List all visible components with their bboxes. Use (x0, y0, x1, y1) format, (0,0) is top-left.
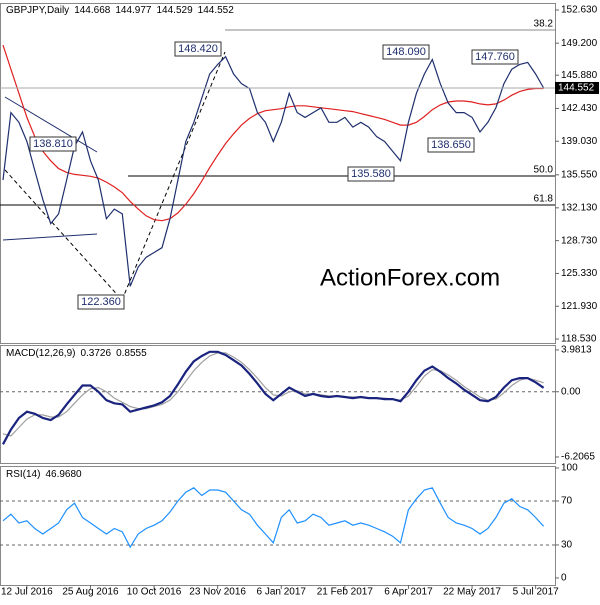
y-tick-label: 139.030 (561, 136, 598, 147)
annotation-label: 122.360 (81, 296, 121, 308)
price-panel (0, 3, 556, 344)
rsi-panel (0, 466, 556, 586)
y-tick-label: 30 (561, 540, 573, 551)
annotation-box (174, 41, 222, 57)
y-tick-label: 0.00 (561, 386, 581, 397)
last-price-label: 144.552 (558, 83, 595, 94)
macd-panel (0, 345, 556, 464)
annotation-box (471, 49, 519, 65)
annotation-label: 138.810 (33, 138, 73, 150)
x-tick-label: 10 Oct 2016 (127, 587, 182, 598)
y-tick-label: 0 (561, 573, 567, 584)
annotation-box (347, 166, 395, 182)
y-tick-label: 100 (561, 463, 578, 474)
y-tick-label: 70 (561, 496, 573, 507)
y-tick-label: 3.9813 (561, 345, 592, 356)
trend-line (4, 169, 123, 301)
x-tick-label: 6 Jan 2017 (257, 587, 307, 598)
symbol: GBPJPY,Daily (6, 5, 69, 16)
y-tick-label: 128.730 (561, 235, 598, 246)
fib-label: 38.2 (534, 19, 554, 30)
indicator-name: MACD(12,26,9) (6, 348, 75, 359)
series-line (2, 55, 545, 287)
header: RSI(14) 46.9680 (6, 469, 82, 480)
readout: 0.3726 (80, 348, 111, 359)
series-line (2, 44, 544, 222)
annotation-box (77, 294, 125, 310)
y-tick-label: 118.530 (561, 334, 597, 345)
y-tick-label: 149.200 (561, 38, 598, 49)
y-tick-label: 142.430 (561, 103, 598, 114)
watermark: ActionForex.com (320, 264, 500, 291)
x-tick-label: 21 Feb 2017 (317, 587, 374, 598)
last-price-box (555, 81, 599, 94)
annotation-label: 147.760 (475, 51, 515, 63)
x-tick-label: 5 Jul 2017 (513, 587, 560, 598)
quote-value: 144.977 (115, 5, 152, 16)
y-tick-label: 125.330 (561, 268, 598, 279)
fib-label: 61.8 (534, 194, 554, 205)
y-tick-label: -6.2065 (561, 452, 595, 463)
annotation-box (29, 136, 77, 152)
x-tick-label: 6 Apr 2017 (384, 587, 433, 598)
y-tick-label: 145.880 (561, 70, 598, 81)
quote-value: 144.529 (157, 5, 194, 16)
annotation-label: 135.580 (351, 168, 391, 180)
y-tick-label: 132.130 (561, 202, 598, 213)
header: MACD(12,26,9) 0.3726 0.8555 (6, 348, 147, 359)
x-tick-label: 12 Jul 2016 (1, 587, 53, 598)
quote-value: 144.668 (74, 5, 111, 16)
annotation-box (427, 137, 475, 153)
annotation-label: 148.090 (386, 46, 426, 58)
annotation-label: 138.650 (431, 139, 471, 151)
y-tick-label: 135.550 (561, 169, 598, 180)
annotation-box (382, 44, 430, 60)
y-tick-label: 152.630 (561, 5, 598, 16)
header: GBPJPY,Daily 144.668 144.977 144.529 144.552 (6, 5, 234, 16)
y-tick-label: 121.930 (561, 301, 598, 312)
fib-label: 50.0 (534, 165, 554, 176)
trend-line (4, 96, 98, 153)
trend-line (2, 233, 98, 241)
readout: 0.8555 (116, 348, 147, 359)
annotation-label: 148.420 (178, 43, 218, 55)
x-tick-label: 23 Nov 2016 (189, 587, 246, 598)
readout: 46.9680 (45, 469, 82, 480)
quote-value: 144.552 (198, 5, 235, 16)
x-tick-label: 22 May 2017 (443, 587, 501, 598)
indicator-name: RSI(14) (6, 469, 40, 480)
series-line (2, 487, 545, 549)
series-line (2, 350, 545, 445)
x-tick-label: 25 Aug 2016 (62, 587, 119, 598)
